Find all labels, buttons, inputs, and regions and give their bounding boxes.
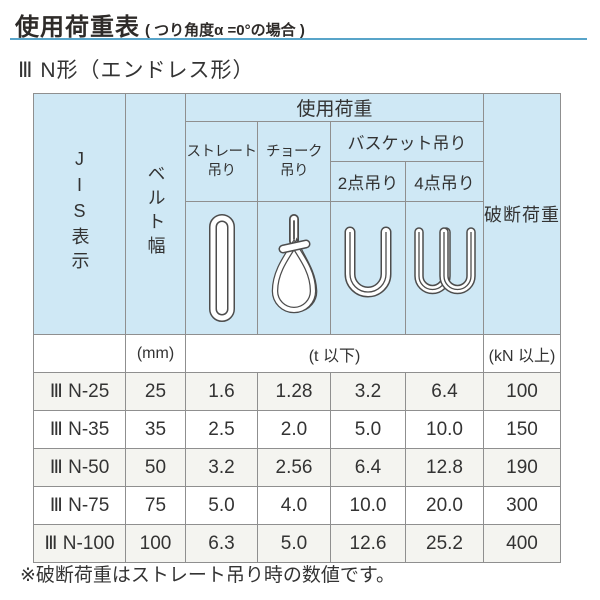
row-label: Ⅲ N-25 bbox=[33, 372, 126, 411]
header-basket: バスケット吊り bbox=[330, 121, 484, 162]
cell-value: 5.0 bbox=[257, 524, 331, 563]
cell-value: 75 bbox=[125, 486, 186, 525]
row-label: Ⅲ N-100 bbox=[33, 524, 126, 563]
header-jis: JIS表示 bbox=[33, 93, 126, 335]
header-row-methods: ストレート 吊り チョーク 吊り バスケット吊り bbox=[34, 121, 561, 202]
cell-value: 6.4 bbox=[405, 372, 484, 411]
units-breaking-load: (kN 以上) bbox=[483, 334, 561, 373]
cell-value: 2.5 bbox=[185, 410, 258, 449]
cell-value: 400 bbox=[483, 524, 561, 563]
header-choke: チョーク 吊り bbox=[257, 121, 331, 202]
choke-sling-cell bbox=[257, 201, 331, 335]
cell-value: 50 bbox=[125, 448, 186, 487]
cell-value: 3.2 bbox=[185, 448, 258, 487]
cell-value: 1.28 bbox=[257, 372, 331, 411]
header-straight: ストレート 吊り bbox=[185, 121, 258, 202]
cell-value: 25.2 bbox=[405, 524, 484, 563]
units-belt-width: (mm) bbox=[125, 334, 186, 373]
basket-4point-sling-cell bbox=[405, 201, 484, 335]
straight-sling-icon bbox=[208, 214, 235, 322]
footnote: ※破断荷重はストレート吊り時の数値です。 bbox=[20, 565, 396, 586]
header-2point: 2点吊り bbox=[330, 161, 406, 202]
units-working-load: (t 以下) bbox=[185, 334, 484, 373]
units-empty-cell bbox=[33, 334, 126, 373]
header-working-load: 使用荷重 bbox=[185, 93, 484, 122]
cell-value: 35 bbox=[125, 410, 186, 449]
table-row: Ⅲ N-50 50 3.2 2.56 6.4 12.8 190 bbox=[33, 448, 561, 487]
cell-value: 25 bbox=[125, 372, 186, 411]
cell-value: 5.0 bbox=[185, 486, 258, 525]
header-jis-label: JIS表示 bbox=[69, 148, 90, 275]
cell-value: 5.0 bbox=[330, 410, 406, 449]
header-row-basket-points: 2点吊り 4点吊り bbox=[34, 161, 561, 202]
title-note: ( つり角度α =0°の場合 ) bbox=[145, 22, 305, 39]
working-load-table: JIS表示 ベルト幅 使用荷重 破断荷重 ストレート 吊り チョーク 吊り バス… bbox=[33, 93, 561, 563]
page-title: 使用荷重表 bbox=[15, 14, 140, 41]
basket-2point-sling-cell bbox=[330, 201, 406, 335]
row-label: Ⅲ N-35 bbox=[33, 410, 126, 449]
cell-value: 6.3 bbox=[185, 524, 258, 563]
choke-sling-icon bbox=[271, 214, 318, 314]
cell-value: 12.6 bbox=[330, 524, 406, 563]
cell-value: 10.0 bbox=[405, 410, 484, 449]
cell-value: 4.0 bbox=[257, 486, 331, 525]
title-row: 使用荷重表 ( つり角度α =0°の場合 ) bbox=[15, 7, 305, 42]
cell-value: 20.0 bbox=[405, 486, 484, 525]
basket-4point-sling-icon bbox=[413, 227, 476, 295]
cell-value: 12.8 bbox=[405, 448, 484, 487]
header-belt-width: ベルト幅 bbox=[125, 93, 186, 335]
basket-2point-sling-icon bbox=[344, 226, 392, 298]
straight-sling-cell bbox=[185, 201, 258, 335]
cell-value: 100 bbox=[125, 524, 186, 563]
header-breaking-load: 破断荷重 bbox=[483, 93, 561, 335]
cell-value: 150 bbox=[483, 410, 561, 449]
header-4point: 4点吊り bbox=[405, 161, 484, 202]
table-row: Ⅲ N-75 75 5.0 4.0 10.0 20.0 300 bbox=[33, 486, 561, 525]
header-belt-width-label: ベルト幅 bbox=[145, 163, 166, 260]
table-row: Ⅲ N-25 25 1.6 1.28 3.2 6.4 100 bbox=[33, 372, 561, 411]
table-row: Ⅲ N-100 100 6.3 5.0 12.6 25.2 400 bbox=[33, 524, 561, 563]
row-label: Ⅲ N-75 bbox=[33, 486, 126, 525]
table-row: Ⅲ N-35 35 2.5 2.0 5.0 10.0 150 bbox=[33, 410, 561, 449]
cell-value: 1.6 bbox=[185, 372, 258, 411]
cell-value: 10.0 bbox=[330, 486, 406, 525]
header-row-top: JIS表示 ベルト幅 使用荷重 破断荷重 bbox=[33, 93, 561, 335]
units-row: (mm) (t 以下) (kN 以上) bbox=[33, 334, 561, 373]
cell-value: 2.0 bbox=[257, 410, 331, 449]
row-label: Ⅲ N-50 bbox=[33, 448, 126, 487]
cell-value: 3.2 bbox=[330, 372, 406, 411]
cell-value: 2.56 bbox=[257, 448, 331, 487]
cell-value: 190 bbox=[483, 448, 561, 487]
title-underline bbox=[10, 38, 587, 40]
cell-value: 100 bbox=[483, 372, 561, 411]
icon-row bbox=[34, 201, 561, 335]
cell-value: 6.4 bbox=[330, 448, 406, 487]
cell-value: 300 bbox=[483, 486, 561, 525]
section-subtitle: Ⅲ N形（エンドレス形） bbox=[18, 59, 255, 82]
